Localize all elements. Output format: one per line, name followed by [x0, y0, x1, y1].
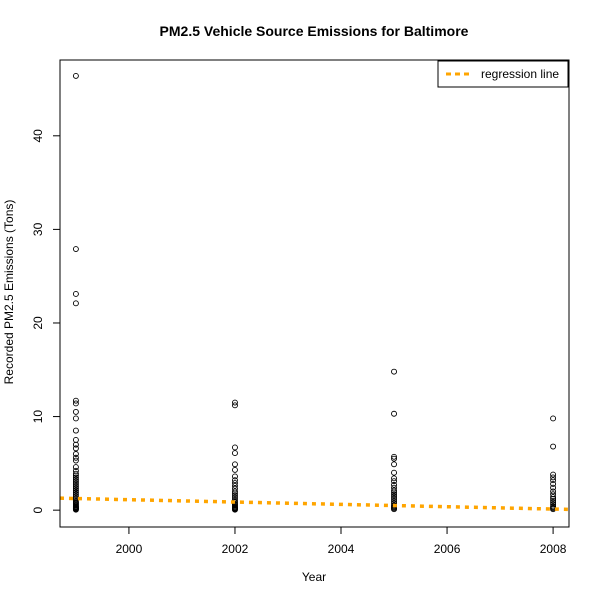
data-point — [72, 451, 79, 457]
data-point — [72, 400, 79, 407]
data-point — [550, 484, 557, 491]
data-point — [232, 399, 238, 406]
x-tick-label: 2000 — [116, 542, 143, 556]
data-point — [391, 481, 397, 488]
data-point — [550, 477, 557, 484]
data-point — [550, 494, 557, 501]
data-point — [232, 492, 238, 499]
data-point — [391, 491, 397, 498]
chart-title: PM2.5 Vehicle Source Emissions for Balti… — [160, 23, 469, 39]
y-tick-label: 0 — [31, 506, 45, 513]
y-axis-label: Recorded PM2.5 Emissions (Tons) — [2, 200, 16, 385]
regression-line — [59, 496, 570, 512]
data-point — [72, 246, 79, 252]
data-point — [72, 397, 79, 404]
x-axis-label: Year — [302, 570, 326, 584]
plot-layer — [59, 72, 570, 513]
data-point — [391, 489, 397, 496]
data-point — [391, 493, 397, 500]
data-point — [550, 480, 557, 487]
data-point — [72, 506, 79, 513]
data-point — [391, 475, 397, 482]
x-tick-label: 2004 — [328, 542, 355, 556]
data-point — [391, 368, 397, 375]
data-point — [72, 480, 79, 486]
data-point — [391, 461, 397, 468]
data-point — [232, 482, 238, 489]
data-point — [232, 461, 238, 468]
x-tick-label: 2008 — [540, 542, 567, 556]
data-point — [72, 300, 79, 307]
y-tick-label: 30 — [31, 222, 45, 236]
legend-label-regression-line: regression line — [481, 67, 559, 81]
data-point — [72, 491, 79, 498]
data-point — [232, 466, 238, 473]
data-point — [72, 476, 79, 483]
data-point — [72, 474, 79, 481]
legend: regression line — [437, 60, 569, 88]
x-tick-label: 2002 — [222, 542, 249, 556]
data-point — [72, 489, 79, 496]
data-point — [72, 478, 79, 485]
data-point — [72, 464, 79, 471]
data-point — [391, 455, 397, 462]
data-point — [72, 457, 79, 464]
data-point — [72, 72, 79, 79]
axes-layer: 2000 2002 2004 2006 2008 0 10 20 30 40 — [31, 129, 567, 556]
data-point — [391, 478, 397, 485]
data-point — [72, 291, 79, 297]
data-point — [72, 472, 79, 479]
data-point — [232, 473, 238, 480]
data-point — [232, 402, 238, 409]
data-point — [72, 408, 79, 415]
data-point — [391, 453, 397, 460]
data-point — [72, 470, 79, 477]
data-point — [232, 488, 238, 495]
data-point — [232, 450, 238, 457]
y-tick-label: 10 — [31, 410, 45, 424]
data-point — [72, 454, 79, 461]
data-point — [391, 496, 397, 503]
data-point — [391, 487, 397, 494]
data-point — [232, 477, 238, 484]
data-point — [72, 493, 79, 500]
data-point — [72, 485, 79, 492]
data-point — [72, 483, 79, 490]
data-point — [391, 410, 397, 417]
data-point — [72, 445, 79, 452]
data-point — [550, 415, 557, 422]
data-point — [72, 441, 79, 448]
data-point — [550, 471, 557, 478]
data-point — [232, 480, 238, 486]
data-point — [72, 427, 79, 434]
data-point — [550, 474, 557, 481]
y-tick-label: 20 — [31, 316, 45, 330]
data-point — [72, 415, 79, 422]
data-point — [550, 495, 557, 502]
data-point — [232, 506, 238, 513]
data-point — [550, 497, 557, 504]
data-point — [232, 490, 238, 497]
y-tick-label: 40 — [31, 129, 45, 143]
data-point — [391, 469, 397, 476]
data-point — [72, 487, 79, 494]
data-point — [550, 488, 557, 495]
data-point — [391, 495, 397, 501]
data-point — [72, 481, 79, 488]
data-point — [550, 443, 557, 450]
plot-frame — [59, 59, 570, 528]
x-tick-label: 2006 — [434, 542, 461, 556]
data-point — [232, 444, 238, 451]
